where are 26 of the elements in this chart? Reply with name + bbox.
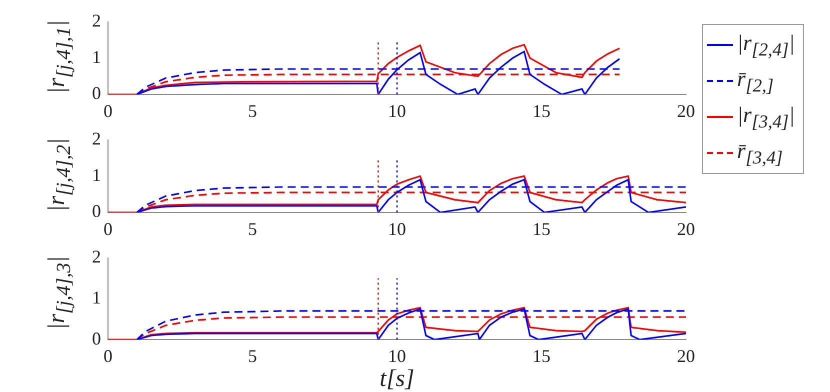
x-tick-label: 15 xyxy=(532,346,550,366)
legend-label: |r$_{[3,4]}$| xyxy=(737,102,795,132)
y-tick-label: 0 xyxy=(92,328,101,348)
x-tick-label: 10 xyxy=(388,218,406,239)
x-tick-label: 5 xyxy=(248,100,257,121)
x-tick-label: 20 xyxy=(677,218,695,239)
y-tick-label: 0 xyxy=(92,83,101,104)
x-tick-label: 20 xyxy=(677,100,695,121)
legend-label: r̄$_{[3,4]}$ xyxy=(737,138,783,168)
x-tick-label: 15 xyxy=(532,218,550,239)
y-tick-label: 2 xyxy=(92,246,101,267)
y-tick-label: 1 xyxy=(92,287,101,308)
x-tick-label: 20 xyxy=(677,346,695,366)
legend-label: r̄$_{[2,]}$ xyxy=(737,66,774,96)
x-tick-label: 10 xyxy=(388,346,406,366)
x-tick-label: 15 xyxy=(532,100,550,121)
x-tick-label: 5 xyxy=(248,346,257,366)
x-tick-label: 5 xyxy=(248,218,257,239)
y-tick-label: 1 xyxy=(92,164,101,185)
y-tick-label: 0 xyxy=(92,201,101,222)
y-tick-label: 1 xyxy=(92,46,101,67)
legend-label: |r$_{[2,4]}$| xyxy=(737,30,795,60)
x-axis-title: t[s] xyxy=(380,366,414,392)
y-tick-label: 2 xyxy=(92,128,101,149)
x-tick-label: 10 xyxy=(388,100,406,121)
y-tick-label: 2 xyxy=(92,10,101,31)
